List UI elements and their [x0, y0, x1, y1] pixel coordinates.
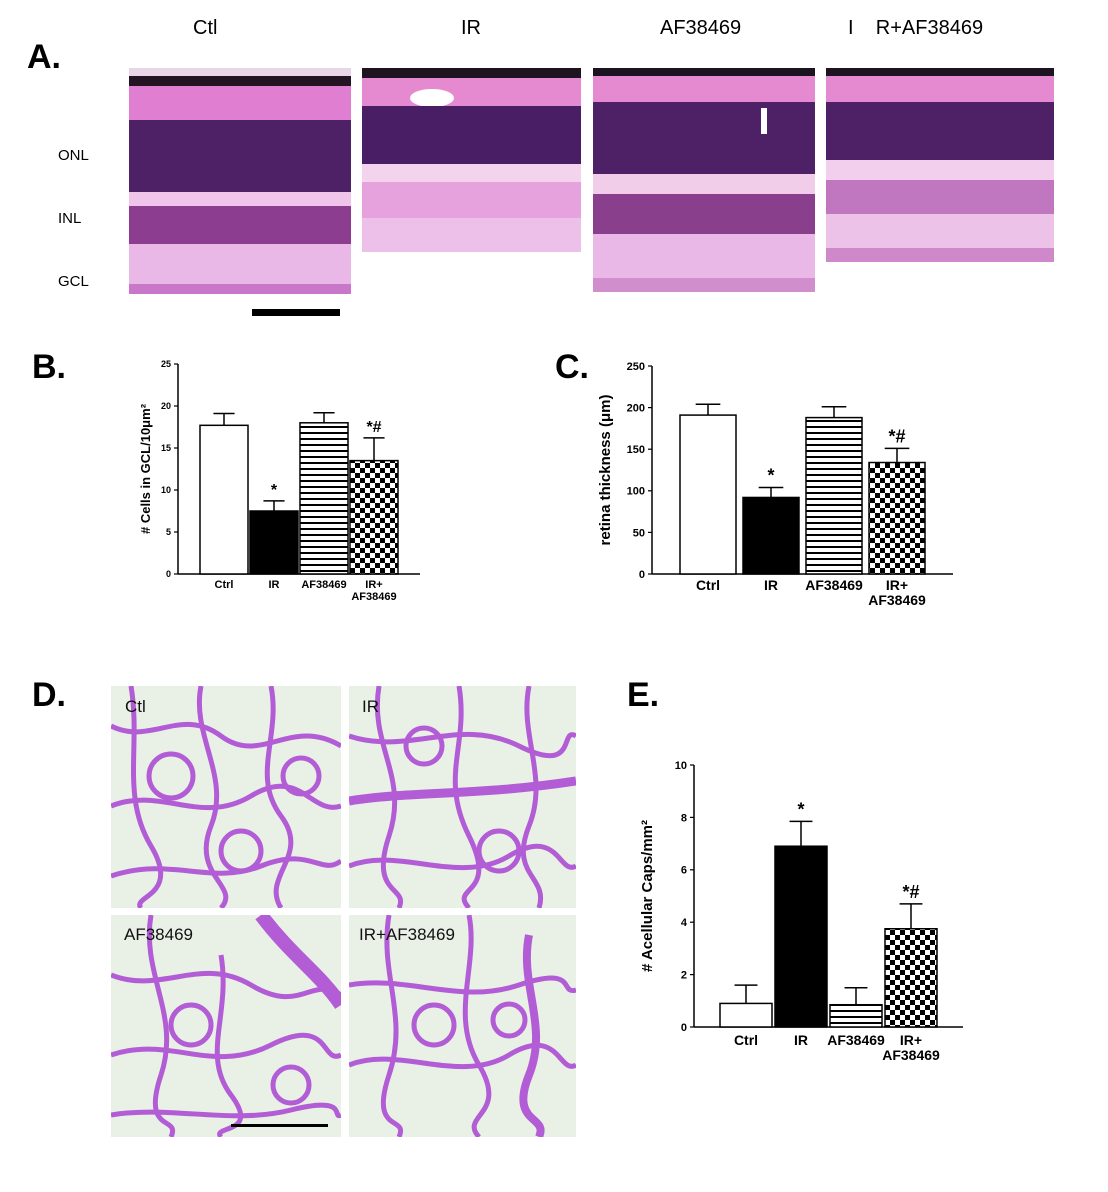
bar — [868, 461, 926, 575]
bar — [349, 459, 399, 575]
bar — [299, 422, 349, 575]
bar — [774, 845, 828, 1028]
flatmount-scale-bar — [231, 1124, 328, 1127]
y-tick-label: 25 — [161, 359, 171, 369]
category-label: IR — [794, 1032, 808, 1048]
category-label: IR+ — [365, 579, 382, 591]
y-tick-label: 150 — [627, 444, 645, 456]
y-tick-label: 200 — [627, 402, 645, 414]
y-tick-label: 4 — [681, 917, 688, 929]
bar — [719, 1002, 773, 1028]
bar — [884, 928, 938, 1028]
category-label: AF38469 — [868, 592, 926, 608]
panel-label-c: C. — [555, 348, 589, 386]
significance-marker: * — [271, 482, 278, 499]
chart-e-acellular-caps: 0 2 4 6 8 10 # Acellular Caps/mm² Ctrl * IR AF3846… — [639, 760, 963, 1063]
bar — [249, 510, 299, 575]
y-axis-label: # Cells in GCL/10μm² — [138, 403, 153, 534]
bar — [742, 496, 800, 575]
chart-e-group: 0 2 4 6 8 10 # Acellular Caps/mm² Ctrl * IR AF3846… — [639, 760, 963, 1063]
y-tick-label: 10 — [161, 485, 171, 495]
chart-b-cells-in-gcl: 0 5 10 15 20 25 # Cells in GCL/10μm² Ctrl * IR AF3… — [138, 359, 420, 603]
bar — [679, 414, 737, 575]
layer-label-onl: ONL — [58, 147, 89, 164]
category-label: AF38469 — [301, 579, 346, 591]
flatmount-image-ir-af38469 — [349, 915, 576, 1137]
panel-label-e: E. — [627, 676, 660, 714]
bar — [829, 1003, 883, 1028]
panel-label-a: A. — [27, 38, 61, 76]
flatmount-image-ir — [349, 686, 576, 908]
chart-b-group: 0 5 10 15 20 25 # Cells in GCL/10μm² Ctrl * IR AF3… — [138, 359, 420, 603]
flatmount-label-af38469: AF38469 — [124, 925, 193, 944]
significance-marker: *# — [888, 426, 905, 446]
layer-label-gcl: GCL — [58, 273, 89, 290]
histology-image-ir — [362, 68, 581, 326]
y-tick-label: 250 — [627, 361, 645, 373]
flatmount-image-af38469 — [111, 915, 341, 1137]
chart-c-group: 0 50 100 150 200 250 retina thickness (μm) Ctrl… — [597, 361, 953, 608]
category-label: AF38469 — [882, 1047, 940, 1063]
histology-column-ir: IR — [461, 17, 481, 39]
category-label: IR+ — [886, 577, 908, 593]
y-tick-label: 2 — [681, 969, 687, 981]
bar — [805, 416, 863, 575]
flatmount-image-ctl — [111, 686, 341, 908]
flatmount-label-ctl: Ctl — [125, 697, 146, 716]
category-label: Ctrl — [215, 579, 234, 591]
y-tick-label: 0 — [681, 1022, 687, 1034]
significance-marker: * — [767, 465, 774, 485]
flatmount-label-ir-af38469: IR+AF38469 — [359, 925, 455, 944]
histology-image-ir-af38469 — [826, 68, 1054, 326]
histology-scale-bar — [252, 309, 340, 316]
chart-c-retina-thickness: 0 50 100 150 200 250 retina thickness (μm) Ctrl… — [597, 361, 953, 608]
category-label: Ctrl — [734, 1032, 758, 1048]
layer-label-inl: INL — [58, 210, 82, 227]
significance-marker: *# — [902, 882, 919, 902]
flatmount-label-ir: IR — [362, 697, 379, 716]
y-tick-label: 10 — [675, 760, 687, 772]
category-label: IR — [269, 579, 280, 591]
y-tick-label: 20 — [161, 401, 171, 411]
y-tick-label: 0 — [166, 569, 171, 579]
bar — [199, 424, 249, 575]
y-tick-label: 15 — [161, 443, 171, 453]
y-tick-label: 0 — [639, 569, 645, 581]
histology-column-ctl: Ctl — [193, 17, 218, 39]
histology-column-ir-af38469: I R+AF38469 — [848, 17, 984, 39]
histology-image-af38469 — [593, 68, 815, 326]
category-label: IR — [764, 577, 778, 593]
category-label: AF38469 — [351, 591, 396, 603]
y-tick-label: 5 — [166, 527, 171, 537]
significance-marker: * — [797, 799, 804, 819]
category-label: Ctrl — [696, 577, 720, 593]
category-label: AF38469 — [805, 577, 863, 593]
histology-column-af38469: AF38469 — [660, 17, 742, 39]
y-tick-label: 50 — [633, 527, 645, 539]
histology-image-ctl — [129, 68, 351, 326]
category-label: AF38469 — [827, 1032, 885, 1048]
panel-label-b: B. — [32, 348, 66, 386]
y-tick-label: 8 — [681, 812, 687, 824]
significance-marker: *# — [366, 419, 381, 436]
category-label: IR+ — [900, 1032, 922, 1048]
y-tick-label: 6 — [681, 865, 687, 877]
y-axis-label: retina thickness (μm) — [597, 395, 614, 546]
y-tick-label: 100 — [627, 486, 645, 498]
y-axis-label: # Acellular Caps/mm² — [639, 820, 656, 972]
panel-label-d: D. — [32, 676, 66, 714]
